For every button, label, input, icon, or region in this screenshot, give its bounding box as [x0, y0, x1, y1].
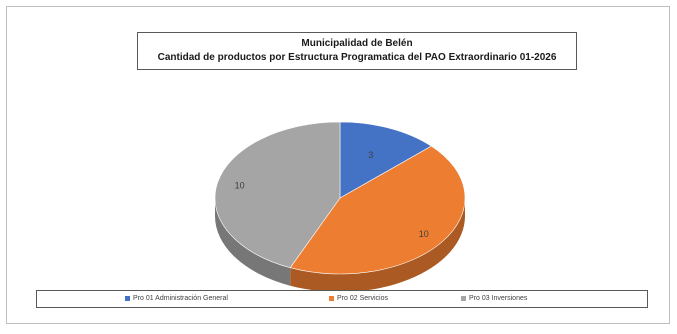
chart-title: Municipalidad de Belén	[301, 38, 413, 49]
data-label-pro02: 10	[419, 229, 429, 239]
legend-item-pro02: Pro 02 Servicios	[329, 295, 388, 302]
pie-slice-pro01	[339, 121, 432, 199]
legend-item-pro03: Pro 03 Inversiones	[461, 295, 527, 302]
legend-label-pro03: Pro 03 Inversiones	[469, 295, 528, 302]
legend-label-pro01: Pro 01 Administración General	[133, 295, 228, 302]
legend-swatch-pro01	[125, 296, 130, 301]
pie-slice-pro02	[289, 145, 466, 275]
legend-swatch-pro02	[329, 296, 334, 301]
data-label-pro01: 3	[368, 150, 373, 160]
pie-slice-pro03	[214, 121, 341, 269]
legend-label-pro02: Pro 02 Servicios	[337, 295, 388, 302]
pie-side-pro03	[215, 198, 291, 286]
chart-legend: Pro 01 Administración General Pro 02 Ser…	[36, 290, 648, 308]
legend-swatch-pro03	[461, 296, 466, 301]
chart-title-box: Municipalidad de Belén Cantidad de produ…	[137, 32, 577, 70]
pie-side-pro02	[290, 198, 465, 293]
chart-subtitle: Cantidad de productos por Estructura Pro…	[157, 52, 557, 63]
legend-item-pro01: Pro 01 Administración General	[125, 295, 228, 302]
data-label-pro03: 10	[235, 180, 245, 190]
